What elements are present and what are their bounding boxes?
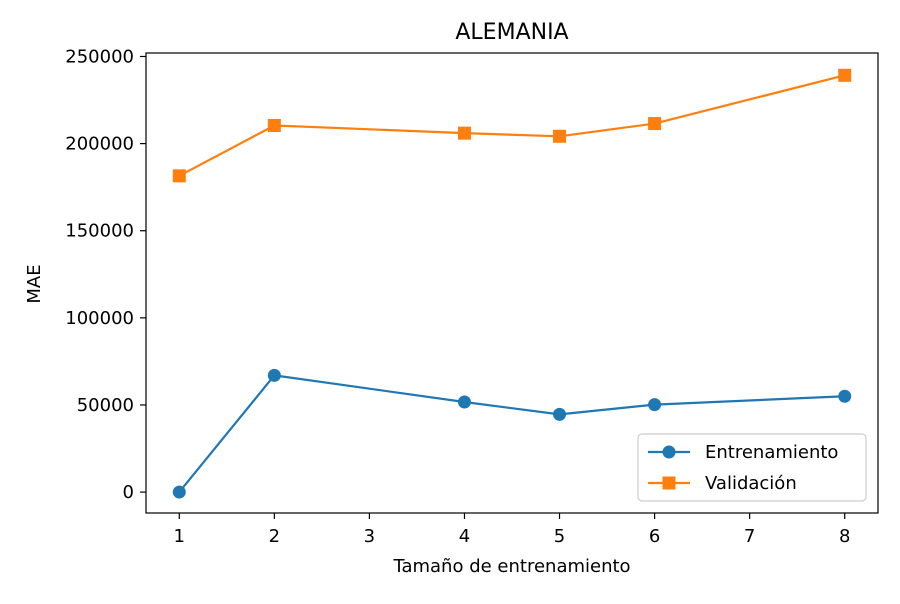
plot-area: 1 2 3 4 5 6 7 8 0 50000 100000 150000 200000 250000 En…	[65, 46, 879, 547]
data-point	[457, 126, 471, 140]
y-tick-label: 200000	[65, 134, 134, 155]
x-tick-label: 2	[269, 526, 280, 547]
legend-marker	[662, 445, 676, 459]
chart-title: ALEMANIA	[455, 20, 568, 45]
y-axis-label: MAE	[24, 264, 45, 303]
data-point	[267, 368, 281, 382]
x-tick-label: 3	[364, 526, 375, 547]
data-point	[267, 118, 281, 132]
legend-label: Validación	[705, 473, 797, 494]
x-tick-label: 5	[554, 526, 565, 547]
x-tick-label: 4	[459, 526, 470, 547]
y-tick-label: 250000	[65, 46, 134, 67]
y-tick-label: 100000	[65, 308, 134, 329]
series-line-0	[178, 374, 845, 493]
data-point	[172, 169, 186, 183]
data-point	[648, 117, 662, 131]
legend-marker	[662, 476, 676, 490]
x-tick-label: 1	[174, 526, 185, 547]
y-tick-label: 0	[123, 482, 134, 503]
y-tick-label: 50000	[77, 395, 134, 416]
x-tick-label: 7	[744, 526, 755, 547]
data-point	[553, 129, 567, 143]
x-axis-label: Tamaño de entrenamiento	[392, 556, 630, 577]
data-point	[553, 407, 567, 421]
legend-box	[637, 433, 867, 502]
data-point	[838, 68, 852, 82]
data-point	[172, 485, 186, 499]
axes-frame	[145, 52, 879, 514]
legend-label: Entrenamiento	[705, 442, 838, 463]
data-point	[838, 389, 852, 403]
series-line-1	[178, 74, 846, 177]
data-point	[648, 398, 662, 412]
data-point	[457, 395, 471, 409]
x-tick-label: 6	[649, 526, 660, 547]
x-tick-label: 8	[839, 526, 850, 547]
y-tick-label: 150000	[65, 221, 134, 242]
